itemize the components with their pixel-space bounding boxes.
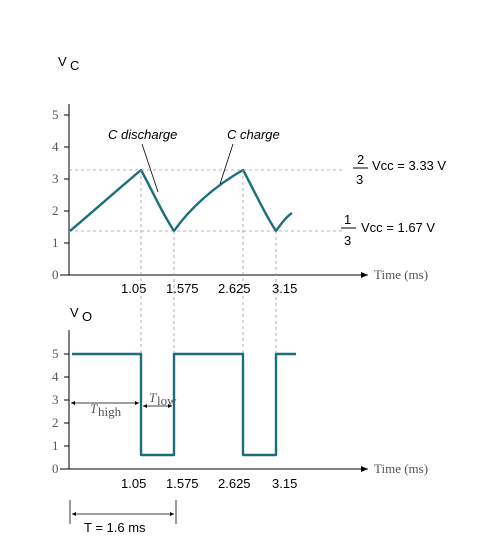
top-x-label: Time (ms)	[374, 267, 428, 282]
lower-threshold-den: 3	[344, 233, 351, 248]
t-high-dimension: T high	[71, 401, 139, 419]
bottom-x-tick-label: 3.15	[272, 476, 297, 491]
top-y-tick-label: 1	[52, 235, 59, 250]
t-high-sub: high	[98, 404, 122, 419]
bottom-y-tick-label: 2	[52, 415, 59, 430]
period-label: T = 1.6 ms	[84, 520, 146, 535]
bottom-y-tick-label: 0	[52, 461, 59, 476]
bottom-y-label: V	[70, 305, 79, 320]
bottom-y-tick-label: 1	[52, 438, 59, 453]
t-low-label: T	[149, 390, 157, 405]
charge-pointer	[219, 143, 234, 185]
upper-threshold-label: 2 3 Vcc = 3.33 V	[353, 152, 446, 187]
discharge-pointer	[141, 143, 159, 193]
bottom-plot: 5 4 3 2 1 0 V O T high T low 1.05 1.575 …	[52, 305, 428, 535]
bottom-y-tick-label: 4	[52, 369, 59, 384]
top-x-tick-label: 1.575	[166, 281, 199, 296]
output-voltage-waveform	[72, 352, 296, 457]
t-high-label: T	[90, 401, 98, 416]
bottom-y-tick-label: 5	[52, 346, 59, 361]
period-dimension: T = 1.6 ms	[69, 500, 177, 535]
upper-threshold-num: 2	[357, 152, 364, 167]
time-alignment-guides	[140, 170, 277, 455]
lower-threshold-text: Vcc = 1.67 V	[361, 220, 435, 235]
bottom-x-tick-label: 1.05	[121, 476, 146, 491]
lower-threshold-label: 1 3 Vcc = 1.67 V	[341, 212, 435, 248]
top-y-tick-label: 0	[52, 267, 59, 282]
bottom-x-label: Time (ms)	[374, 461, 428, 476]
upper-threshold-text: Vcc = 3.33 V	[372, 158, 446, 173]
bottom-y-label-sub: O	[82, 309, 92, 324]
discharge-annotation: C discharge	[108, 127, 177, 142]
top-y-tick-label: 3	[52, 171, 59, 186]
charge-annotation: C charge	[227, 127, 280, 142]
upper-threshold-den: 3	[356, 172, 363, 187]
top-y-label: V	[58, 54, 67, 69]
top-x-tick-label: 1.05	[121, 281, 146, 296]
top-y-tick-label: 4	[52, 139, 59, 154]
top-y-tick-label: 5	[52, 107, 59, 122]
top-x-tick-label: 3.15	[272, 281, 297, 296]
top-y-ticks: 5 4 3 2 1 0	[52, 107, 69, 282]
lower-threshold-num: 1	[344, 212, 351, 227]
bottom-y-tick-label: 3	[52, 392, 59, 407]
t-low-sub: low	[157, 393, 177, 408]
top-y-tick-label: 2	[52, 203, 59, 218]
top-plot: 5 4 3 2 1 0 V C C discharge C charge 2 3…	[52, 54, 446, 296]
t-low-dimension: T low	[143, 390, 177, 408]
bottom-x-tick-label: 1.575	[166, 476, 199, 491]
bottom-x-tick-label: 2.625	[218, 476, 251, 491]
top-x-tick-label: 2.625	[218, 281, 251, 296]
capacitor-voltage-waveform	[69, 168, 293, 233]
bottom-y-ticks: 5 4 3 2 1 0	[52, 346, 69, 476]
top-y-label-sub: C	[70, 58, 79, 73]
